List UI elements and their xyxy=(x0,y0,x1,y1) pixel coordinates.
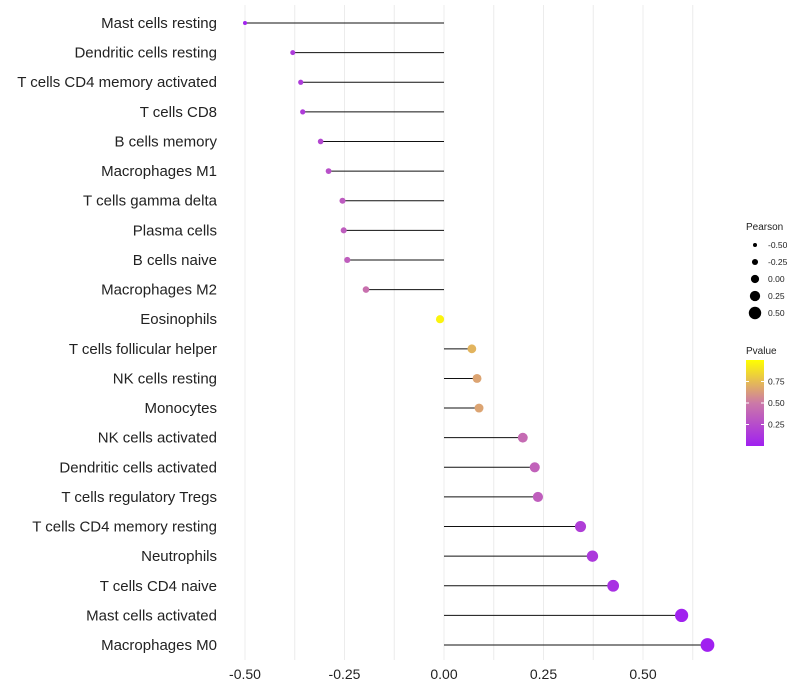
category-label: Dendritic cells activated xyxy=(59,459,217,476)
x-tick-label: -0.50 xyxy=(229,666,261,682)
color-legend-label: 0.75 xyxy=(768,377,785,387)
lollipop-point xyxy=(674,608,689,623)
color-legend-bar xyxy=(746,360,764,446)
size-legend-label: -0.50 xyxy=(768,240,788,250)
lollipop-point xyxy=(435,315,445,324)
category-label: T cells gamma delta xyxy=(83,193,218,210)
lollipop-point xyxy=(298,79,304,85)
size-legend-key xyxy=(751,258,759,266)
x-tick-label: 0.50 xyxy=(629,666,656,682)
category-label: Eosinophils xyxy=(140,311,217,328)
lollipop-point xyxy=(532,491,544,503)
color-legend-title: Pvalue xyxy=(746,346,777,357)
lollipop-point xyxy=(700,638,715,652)
category-label: T cells CD4 memory activated xyxy=(17,74,217,91)
x-tick-labels: -0.50 -0.25 0.00 0.25 0.50 xyxy=(229,666,657,682)
lollipop-point xyxy=(243,21,247,25)
size-legend-label: 0.00 xyxy=(768,274,785,284)
x-tick-label: -0.25 xyxy=(329,666,361,682)
lollipop-point xyxy=(325,168,332,174)
lollipop-point xyxy=(529,462,540,473)
category-label: B cells naive xyxy=(133,252,217,269)
lollipop-point xyxy=(467,344,477,354)
size-legend-key xyxy=(749,290,761,302)
category-label: Mast cells activated xyxy=(86,607,217,624)
x-tick-label: 0.25 xyxy=(530,666,557,682)
lollipop-point xyxy=(344,256,351,264)
category-label: B cells memory xyxy=(114,133,217,150)
lollipop-point xyxy=(474,403,484,413)
legend: Pearson -0.50 -0.25 0.00 0.25 0.50 Pvalue 0.25 0… xyxy=(746,222,788,446)
lollipop-point xyxy=(517,432,528,443)
category-label: Macrophages M0 xyxy=(101,637,217,654)
lollipop-point xyxy=(362,286,370,293)
size-legend-label: 0.25 xyxy=(768,291,785,301)
size-legend-label: 0.50 xyxy=(768,308,785,318)
grid-lines xyxy=(244,5,694,660)
size-legend-key xyxy=(750,274,760,284)
category-label: Plasma cells xyxy=(133,222,217,239)
category-label: Mast cells resting xyxy=(101,15,217,32)
category-label: NK cells resting xyxy=(113,370,217,387)
category-label: T cells CD4 memory resting xyxy=(32,519,217,536)
category-label: NK cells activated xyxy=(98,430,217,447)
lollipop-point xyxy=(586,550,599,562)
lollipop-point xyxy=(290,50,296,56)
lollipop-point xyxy=(317,138,324,145)
category-label: T cells CD4 naive xyxy=(100,578,217,595)
category-label: Dendritic cells resting xyxy=(74,45,217,62)
color-legend-label: 0.50 xyxy=(768,398,785,408)
lollipop-point xyxy=(340,227,347,234)
size-legend-key xyxy=(753,243,757,247)
lollipop-point xyxy=(607,579,620,592)
category-label: Monocytes xyxy=(144,400,217,417)
color-legend-label: 0.25 xyxy=(768,420,785,430)
category-label: Macrophages M1 xyxy=(101,163,217,180)
category-label: T cells CD8 xyxy=(140,104,217,121)
lollipop-point xyxy=(339,197,346,204)
lollipop-points xyxy=(243,21,715,652)
lollipop-stems xyxy=(245,22,708,646)
category-label: Neutrophils xyxy=(141,548,217,565)
size-legend-key xyxy=(748,306,762,320)
lollipop-point xyxy=(472,373,482,383)
lollipop-point xyxy=(300,109,306,115)
category-labels: Mast cells resting Dendritic cells restin… xyxy=(17,15,217,654)
size-legend-label: -0.25 xyxy=(768,257,788,267)
x-tick-label: 0.00 xyxy=(430,666,457,682)
lollipop-point xyxy=(574,520,587,533)
category-label: T cells follicular helper xyxy=(69,341,217,358)
category-label: T cells regulatory Tregs xyxy=(61,489,217,506)
category-label: Macrophages M2 xyxy=(101,282,217,299)
size-legend-title: Pearson xyxy=(746,222,783,233)
